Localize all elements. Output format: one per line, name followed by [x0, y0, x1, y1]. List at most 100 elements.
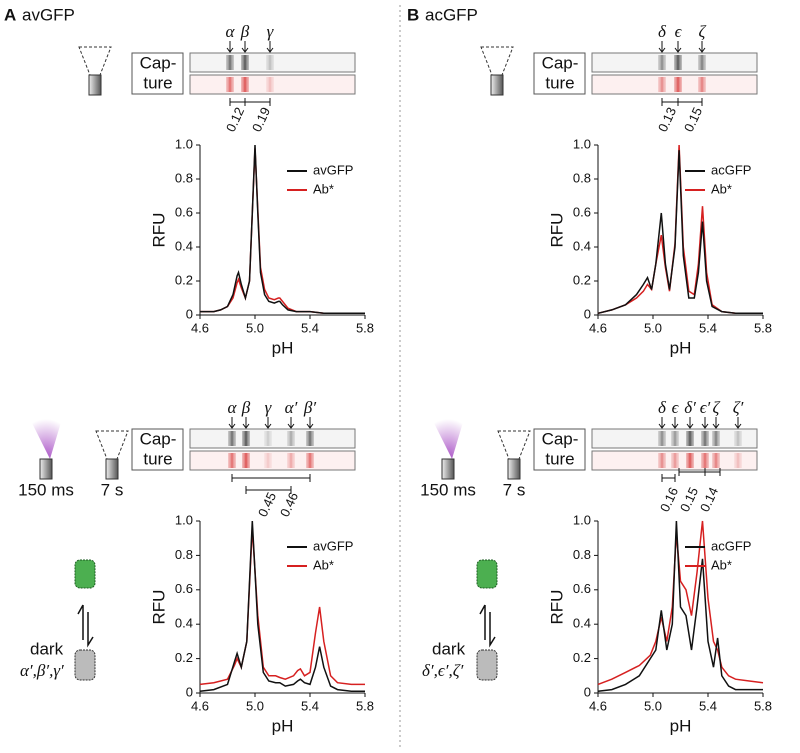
- gel-band: [702, 431, 708, 446]
- y-axis-label: RFU: [149, 213, 168, 248]
- series-line: [199, 527, 365, 686]
- peak-arrowhead: [658, 47, 666, 53]
- gel-band: [306, 453, 314, 468]
- y-tick-label: 0.4: [573, 616, 591, 631]
- gel-band: [701, 453, 709, 468]
- gel-band: [267, 55, 273, 70]
- y-tick-label: 1.0: [573, 512, 591, 527]
- gel-band: [264, 453, 272, 468]
- peak-label: α′: [285, 398, 298, 417]
- gel-band: [658, 431, 666, 446]
- peak-label: δ′: [684, 398, 696, 417]
- y-tick-label: 0.8: [573, 547, 591, 562]
- separation-label: 0.16: [657, 485, 681, 514]
- camera: [105, 458, 119, 480]
- gel-band: [661, 431, 663, 446]
- peak-arrowhead: [242, 423, 250, 429]
- camera: [88, 74, 102, 96]
- gel-band: [737, 453, 739, 468]
- peak-arrowhead: [686, 423, 694, 429]
- gel-band: [243, 431, 249, 446]
- gel-band: [264, 431, 272, 446]
- peak-arrowhead: [287, 423, 295, 429]
- y-axis-label: RFU: [149, 590, 168, 625]
- gel-band: [715, 453, 717, 468]
- peak-label: δ: [658, 22, 667, 41]
- gel-band: [701, 55, 703, 70]
- gel-band: [672, 453, 678, 468]
- y-axis-label: RFU: [547, 590, 566, 625]
- x-tick-label: 5.4: [699, 320, 717, 335]
- gel-band: [226, 77, 234, 92]
- x-tick-label: 4.6: [589, 698, 607, 713]
- legend-label: acGFP: [711, 162, 751, 177]
- gel-band: [713, 453, 719, 468]
- gel-band: [229, 55, 231, 70]
- camera-cone: [78, 46, 112, 76]
- gel-band: [267, 453, 269, 468]
- gel-band: [661, 77, 663, 92]
- y-tick-label: 0: [186, 306, 193, 321]
- panel-label: A: [4, 5, 16, 24]
- gel-band: [245, 453, 247, 468]
- separation-label: 0.19: [249, 105, 273, 134]
- gel-strip: [591, 52, 758, 73]
- legend-label: Ab*: [711, 181, 732, 196]
- protein-dark: [74, 649, 96, 681]
- capture-box: [533, 428, 586, 471]
- peak-arrowhead: [671, 423, 679, 429]
- legend-label: Ab*: [313, 181, 334, 196]
- gel-band: [689, 453, 691, 468]
- protein-bright: [74, 559, 96, 589]
- gel-band: [242, 431, 250, 446]
- peak-arrowhead: [241, 47, 249, 53]
- gel-band: [675, 55, 681, 70]
- gel-band: [701, 431, 709, 446]
- y-tick-label: 0.2: [175, 272, 193, 287]
- camera-cone: [497, 430, 531, 460]
- peak-arrowhead: [228, 423, 236, 429]
- y-tick-label: 0.2: [573, 650, 591, 665]
- gel-band: [674, 77, 682, 92]
- gel-band: [698, 77, 706, 92]
- capture-label: Cap-: [140, 429, 177, 448]
- gel-band: [704, 431, 706, 446]
- gel-band: [269, 77, 271, 92]
- capture-time: 7 s: [101, 480, 124, 499]
- gel-band: [287, 453, 295, 468]
- series-line: [199, 520, 365, 693]
- gel-band: [266, 77, 274, 92]
- y-tick-label: 0.4: [175, 616, 193, 631]
- y-tick-label: 0.8: [175, 547, 193, 562]
- flash-time: 150 ms: [420, 480, 476, 499]
- protein-dark: [476, 649, 498, 681]
- gel-band: [658, 453, 666, 468]
- peak-arrowhead: [264, 423, 272, 429]
- gel-band: [687, 431, 693, 446]
- peak-arrowhead: [658, 423, 666, 429]
- gel-band: [290, 453, 292, 468]
- capture-box: [131, 52, 184, 95]
- x-axis-label: pH: [272, 338, 294, 357]
- gel-band: [658, 55, 666, 70]
- y-tick-label: 0.2: [573, 272, 591, 287]
- capture-label: ture: [545, 73, 574, 92]
- gel-band: [269, 55, 271, 70]
- gel-band: [734, 431, 742, 446]
- peak-label: β′: [303, 398, 316, 417]
- peak-arrowhead: [734, 423, 742, 429]
- gel-band: [659, 55, 665, 70]
- y-tick-label: 1.0: [573, 136, 591, 151]
- gel-band: [241, 77, 249, 92]
- capture-box: [533, 52, 586, 95]
- capture-label: ture: [143, 73, 172, 92]
- x-tick-label: 5.4: [301, 698, 319, 713]
- gel-band: [229, 431, 235, 446]
- peak-arrowhead: [712, 423, 720, 429]
- gel-band: [699, 77, 705, 92]
- gel-band: [712, 453, 720, 468]
- panel-title: avGFP: [22, 5, 75, 24]
- y-tick-label: 0.4: [573, 238, 591, 253]
- gel-band: [307, 431, 313, 446]
- separation-label: 0.15: [681, 105, 705, 134]
